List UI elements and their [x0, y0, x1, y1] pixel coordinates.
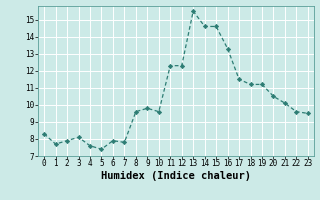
X-axis label: Humidex (Indice chaleur): Humidex (Indice chaleur) [101, 171, 251, 181]
